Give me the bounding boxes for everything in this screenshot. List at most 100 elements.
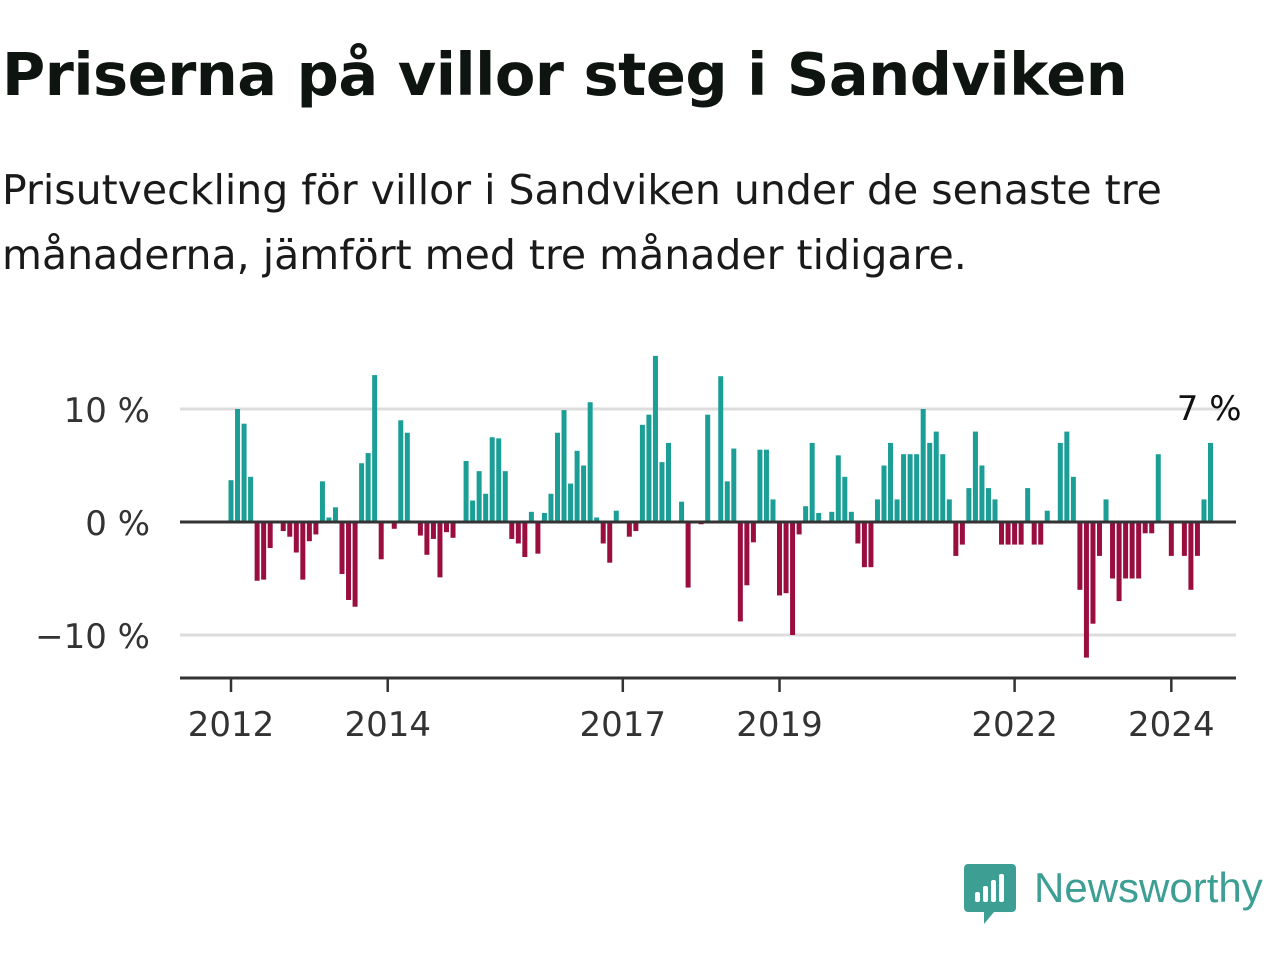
bar [261, 522, 267, 580]
x-tick-label: 2024 [1128, 705, 1215, 745]
bar [555, 432, 560, 522]
bar [1096, 522, 1102, 556]
x-tick-label: 2022 [971, 705, 1058, 745]
axes [180, 520, 1236, 692]
bar [437, 522, 443, 578]
bar [803, 506, 809, 522]
bar [306, 522, 312, 542]
bar [607, 522, 613, 563]
bar [1012, 522, 1018, 545]
bar [777, 522, 783, 596]
bar [737, 522, 743, 622]
bar [1064, 431, 1070, 522]
bar [1103, 499, 1109, 522]
bar [626, 522, 632, 537]
bar [1155, 454, 1161, 522]
bar [770, 499, 776, 522]
bar [1201, 499, 1207, 522]
bar [228, 480, 234, 522]
bar [953, 522, 959, 556]
bar [679, 501, 685, 522]
bar [796, 522, 802, 535]
bar [568, 483, 574, 522]
bar [280, 522, 286, 532]
bar [594, 517, 600, 522]
bar [574, 450, 580, 522]
bar [235, 409, 241, 522]
bar [861, 522, 867, 568]
bar [1031, 522, 1037, 545]
bar [835, 455, 841, 522]
bar [293, 522, 299, 553]
bar [319, 481, 325, 522]
bar [881, 465, 887, 522]
bar [1005, 522, 1011, 545]
bar [254, 522, 260, 581]
bar [1142, 522, 1148, 534]
bar [1168, 522, 1174, 556]
bar [914, 454, 920, 522]
bar [450, 522, 456, 538]
y-tick-label: −10 % [35, 617, 150, 657]
bar [633, 522, 639, 532]
bar [359, 463, 365, 522]
chart-title: Priserna på villor steg i Sandviken [2, 40, 1128, 109]
bar [1136, 522, 1142, 579]
bar [966, 488, 972, 522]
bar [424, 522, 430, 555]
bar [398, 420, 404, 522]
bar [502, 471, 508, 522]
brand-name: Newsworthy [1034, 864, 1263, 911]
bar [600, 522, 606, 544]
bar [646, 414, 652, 522]
bar [816, 512, 822, 522]
x-tick-label: 2017 [580, 705, 667, 745]
bar [489, 437, 495, 522]
bar [750, 522, 756, 543]
bar [979, 465, 985, 522]
bar [639, 424, 645, 522]
bar [724, 481, 730, 522]
bar [346, 522, 352, 600]
bar [470, 500, 476, 522]
bar [1188, 522, 1194, 590]
grid-lines [180, 407, 1236, 637]
newsworthy-chart-icon [964, 864, 1016, 924]
bar [313, 522, 319, 535]
bar [1070, 476, 1076, 522]
bar [267, 522, 273, 548]
x-tick-label: 2012 [188, 705, 275, 745]
bar [1149, 522, 1155, 534]
bar [763, 449, 769, 522]
bar [1123, 522, 1129, 579]
y-tick-label: 0 % [85, 504, 150, 544]
bar [652, 355, 658, 522]
bar [522, 522, 528, 558]
bar [972, 431, 978, 522]
bar [561, 410, 567, 522]
bar [1208, 442, 1213, 522]
bar [404, 432, 410, 522]
bar [365, 453, 371, 522]
bar [809, 442, 815, 522]
bar [848, 511, 854, 522]
chart-subtitle: Prisutveckling för villor i Sandviken un… [2, 166, 1162, 279]
bar [790, 522, 796, 635]
bar [783, 522, 789, 594]
data-label: 7 % [1177, 389, 1242, 429]
bar [1083, 522, 1089, 658]
bar [829, 511, 835, 522]
bar [1181, 522, 1187, 556]
bar [907, 454, 913, 522]
bar [372, 375, 378, 522]
axis-labels: 10 % 0 % −10 % 2012 2014 2017 2019 2022 2024 7 % [35, 389, 1241, 745]
bar [842, 476, 848, 522]
bar [985, 488, 991, 522]
bar [894, 499, 900, 522]
bar [287, 522, 293, 537]
bar [496, 438, 502, 522]
bar [430, 522, 436, 539]
bar [587, 402, 593, 522]
bar [685, 522, 691, 588]
bar [332, 507, 338, 522]
